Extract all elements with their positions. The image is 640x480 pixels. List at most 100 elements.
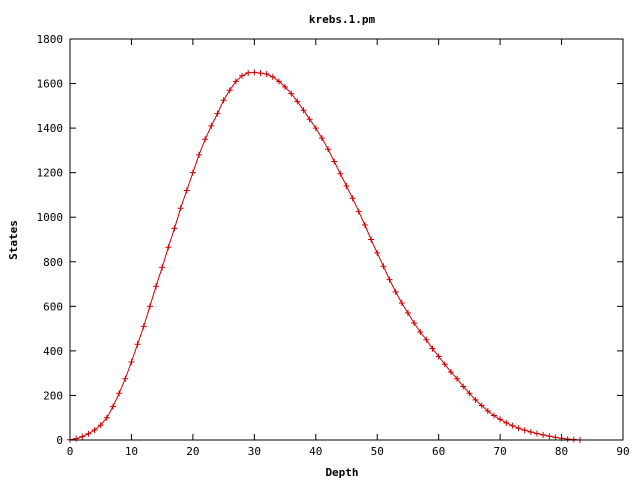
data-point [128,359,135,366]
data-point [417,328,424,335]
data-point [368,236,375,243]
data-point [220,97,227,104]
x-tick-label: 50 [371,445,384,458]
data-point [257,70,264,77]
y-tick-label: 200 [43,389,63,402]
x-tick-label: 40 [309,445,322,458]
data-point [288,90,295,97]
data-point [159,264,166,271]
data-point [404,310,411,317]
data-point [454,375,461,382]
x-tick-label: 60 [432,445,445,458]
data-point [478,402,485,409]
data-point [423,336,430,343]
data-point [343,183,350,190]
data-point [85,430,92,437]
data-point [153,283,160,290]
data-point [263,70,270,77]
data-point [183,187,190,194]
data-point [300,107,307,114]
data-point [490,412,497,419]
data-point [171,225,178,232]
data-point [226,87,233,94]
data-point [398,299,405,306]
data-point [208,122,215,129]
data-point [269,73,276,80]
data-point [103,414,110,421]
data-point [527,428,534,435]
data-point [189,169,196,176]
data-point [318,135,325,142]
data-point [533,430,540,437]
y-tick-label: 400 [43,345,63,358]
data-point [91,426,98,433]
plot-frame [69,38,624,441]
data-point [122,375,129,382]
data-point [380,263,387,270]
data-point [232,78,239,85]
data-point [361,222,368,229]
data-point [472,396,479,403]
data-point [165,244,172,251]
data-point [116,390,123,397]
y-tick-label: 1000 [37,211,64,224]
x-tick-label: 90 [616,445,629,458]
data-point [202,136,209,143]
data-point [140,323,147,330]
data-point [146,303,153,310]
y-tick-label: 0 [56,434,63,447]
series-line [69,71,581,441]
data-point [355,208,362,215]
y-axis-label: States [7,220,20,260]
data-point [386,276,393,283]
data-point [441,361,448,368]
y-tick-label: 1400 [37,122,64,135]
data-point [275,78,282,85]
data-point [497,416,504,423]
data-point [196,151,203,158]
x-axis-label: Depth [325,466,358,479]
chart-title: krebs.1.pm [309,13,376,26]
data-point [429,345,436,352]
data-point [484,408,491,415]
data-point [134,341,141,348]
data-point [503,419,510,426]
data-point [306,116,313,123]
series-group [67,69,583,443]
data-point [79,433,86,440]
y-tick-label: 800 [43,256,63,269]
data-point [552,434,559,441]
data-point [374,249,381,256]
x-tick-label: 10 [125,445,138,458]
data-point [337,170,344,177]
tick-labels: 0 10 20 30 40 50 60 70 80 90 0 200 400 600 800 1000 1200… [37,33,630,458]
data-point [521,427,528,434]
y-tick-label: 600 [43,300,63,313]
data-point [447,369,454,376]
data-point [466,390,473,397]
data-point [177,205,184,212]
axis-ticks [69,38,624,441]
y-tick-label: 1600 [37,78,64,91]
data-point [564,436,571,443]
data-point [97,422,104,429]
data-point [331,158,338,165]
y-tick-label: 1200 [37,167,64,180]
x-tick-label: 0 [67,445,74,458]
data-point [435,353,442,360]
data-point [325,146,332,153]
data-point [509,422,516,429]
y-tick-label: 1800 [37,33,64,46]
x-tick-label: 70 [493,445,506,458]
data-point [546,433,553,440]
x-tick-label: 30 [248,445,261,458]
data-point [312,125,319,132]
data-point [460,383,467,390]
data-point [294,98,301,105]
data-point [239,72,246,79]
x-tick-label: 20 [186,445,199,458]
data-point [73,435,80,442]
data-point [214,110,221,117]
data-point [349,195,356,202]
